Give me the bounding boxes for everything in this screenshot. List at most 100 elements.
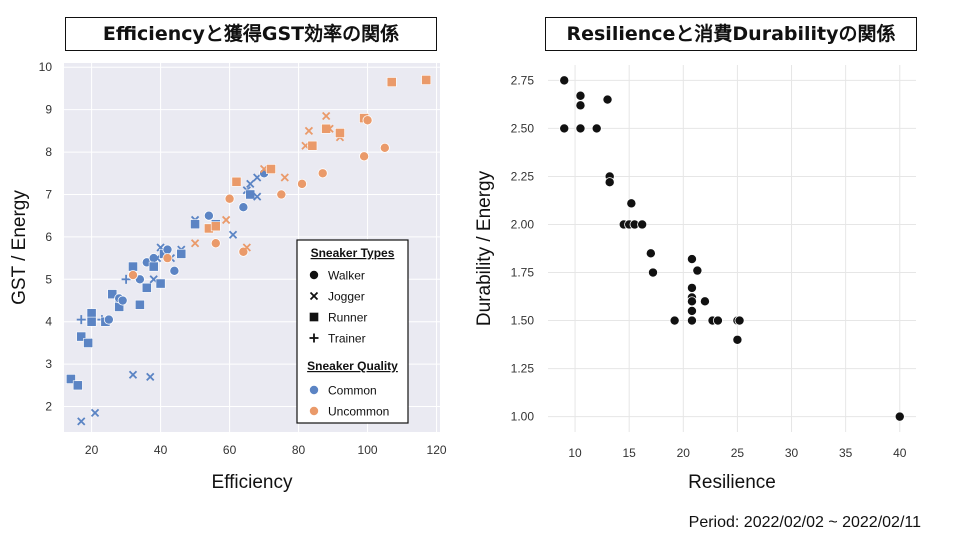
legend-common-marker: [308, 384, 319, 395]
right-data-points: [559, 75, 905, 422]
left-legend: Sneaker Types Walker Jogger Runner Trainer Sn…: [296, 239, 409, 424]
right-data-point: [686, 315, 697, 326]
left-point-common: [103, 314, 114, 325]
right-data-point: [712, 315, 723, 326]
left-point-uncommon: [266, 164, 276, 174]
left-y-ticks: 2 3 4 5 6 7 8 9 10: [39, 60, 53, 413]
left-point-common: [72, 380, 83, 391]
right-data-point: [604, 177, 615, 188]
left-data-points: [65, 75, 432, 426]
left-chart-title: Efficiencyと獲得GST効率の関係: [65, 17, 437, 51]
left-point-common: [83, 338, 94, 348]
legend-walker-label: Walker: [328, 269, 365, 283]
left-point-uncommon: [304, 126, 314, 135]
left-y-tick-label: 6: [45, 230, 52, 244]
left-x-ticks: 20 40 60 80 100 120: [85, 443, 447, 457]
left-point-uncommon: [362, 115, 373, 126]
left-point-common: [245, 189, 256, 200]
left-x-tick-label: 100: [358, 443, 378, 457]
right-data-point: [591, 123, 602, 134]
left-x-tick-label: 60: [223, 443, 237, 457]
left-point-uncommon: [379, 142, 390, 153]
left-x-tick-label: 80: [292, 443, 306, 457]
left-point-common: [238, 202, 249, 213]
right-data-point: [575, 90, 586, 101]
left-point-uncommon: [322, 111, 331, 121]
legend-jogger-label: Jogger: [328, 290, 365, 304]
right-x-tick-label: 20: [677, 446, 691, 460]
right-scatter-chart: 10 15 20 25 30 35 40 1.00 1.25 1.50 1.75 2.00 2.25 2…: [474, 65, 916, 493]
left-point-uncommon: [335, 128, 345, 138]
right-data-point: [626, 198, 637, 209]
right-x-tick-label: 35: [839, 446, 853, 460]
left-point-uncommon: [307, 140, 318, 151]
right-data-point: [686, 254, 697, 265]
right-x-ticks: 10 15 20 25 30 35 40: [568, 446, 906, 460]
left-point-common: [90, 408, 100, 418]
left-point-uncommon: [386, 77, 397, 87]
left-point-uncommon: [276, 189, 287, 200]
left-y-tick-label: 3: [45, 357, 52, 371]
left-point-common: [76, 315, 86, 325]
right-data-point: [575, 123, 586, 134]
left-point-common: [128, 370, 138, 379]
left-point-common: [86, 308, 97, 319]
left-point-common: [146, 372, 155, 381]
right-data-point: [647, 267, 658, 278]
left-point-uncommon: [210, 238, 221, 249]
left-point-uncommon: [162, 253, 173, 264]
left-point-uncommon: [210, 221, 221, 232]
left-scatter-chart: 20 40 60 80 100 120 2 3 4 5 6 7 8 9 10 Efficiency GST…: [9, 60, 447, 493]
left-point-common: [65, 374, 76, 384]
right-data-point: [686, 305, 697, 316]
right-plot-area: [548, 65, 916, 432]
legend-types-heading: Sneaker Types: [311, 246, 395, 260]
legend-uncommon-marker: [308, 405, 319, 416]
legend-jogger-marker: [309, 291, 319, 301]
left-point-common: [190, 219, 200, 230]
left-point-uncommon: [242, 243, 251, 252]
left-y-tick-label: 10: [39, 60, 53, 74]
legend-runner-marker: [309, 312, 319, 322]
left-x-tick-label: 40: [154, 443, 168, 457]
left-point-common: [253, 192, 262, 201]
left-y-tick-label: 4: [45, 315, 52, 329]
right-data-point: [692, 265, 703, 276]
right-y-tick-label: 1.50: [511, 314, 535, 328]
left-point-uncommon: [221, 215, 231, 225]
right-y-tick-label: 2.25: [511, 169, 535, 183]
left-point-uncommon: [359, 151, 370, 162]
left-point-uncommon: [127, 270, 138, 281]
right-y-ticks: 1.00 1.25 1.50 1.75 2.00 2.25 2.50 2.75: [511, 73, 535, 423]
right-x-tick-label: 40: [893, 446, 907, 460]
right-data-point: [699, 296, 710, 307]
legend-trainer-label: Trainer: [328, 332, 366, 346]
right-data-point: [575, 100, 586, 111]
left-point-common: [155, 278, 166, 289]
left-point-common: [141, 282, 152, 293]
right-data-point: [602, 94, 613, 105]
left-point-uncommon: [231, 176, 242, 187]
right-y-tick-label: 1.00: [511, 410, 535, 424]
right-data-point: [559, 75, 570, 86]
left-point-common: [228, 230, 238, 239]
right-x-tick-label: 30: [785, 446, 799, 460]
period-label: Period: 2022/02/02 ~ 2022/02/11: [688, 514, 921, 531]
right-y-tick-label: 2.50: [511, 121, 535, 135]
right-y-tick-label: 1.25: [511, 362, 535, 376]
legend-trainer-marker: [309, 333, 319, 343]
right-x-tick-label: 10: [568, 446, 582, 460]
right-data-point: [669, 315, 680, 326]
left-point-uncommon: [297, 178, 308, 189]
right-data-point: [559, 123, 570, 134]
left-point-uncommon: [325, 124, 334, 133]
left-y-tick-label: 2: [45, 400, 52, 414]
left-y-tick-label: 5: [45, 272, 52, 286]
right-data-point: [894, 411, 905, 422]
left-point-common: [77, 417, 86, 426]
left-point-uncommon: [224, 193, 235, 204]
left-point-common: [117, 295, 128, 306]
left-x-axis-label: Efficiency: [212, 472, 293, 493]
right-data-point: [637, 219, 648, 230]
left-point-common: [246, 179, 255, 189]
